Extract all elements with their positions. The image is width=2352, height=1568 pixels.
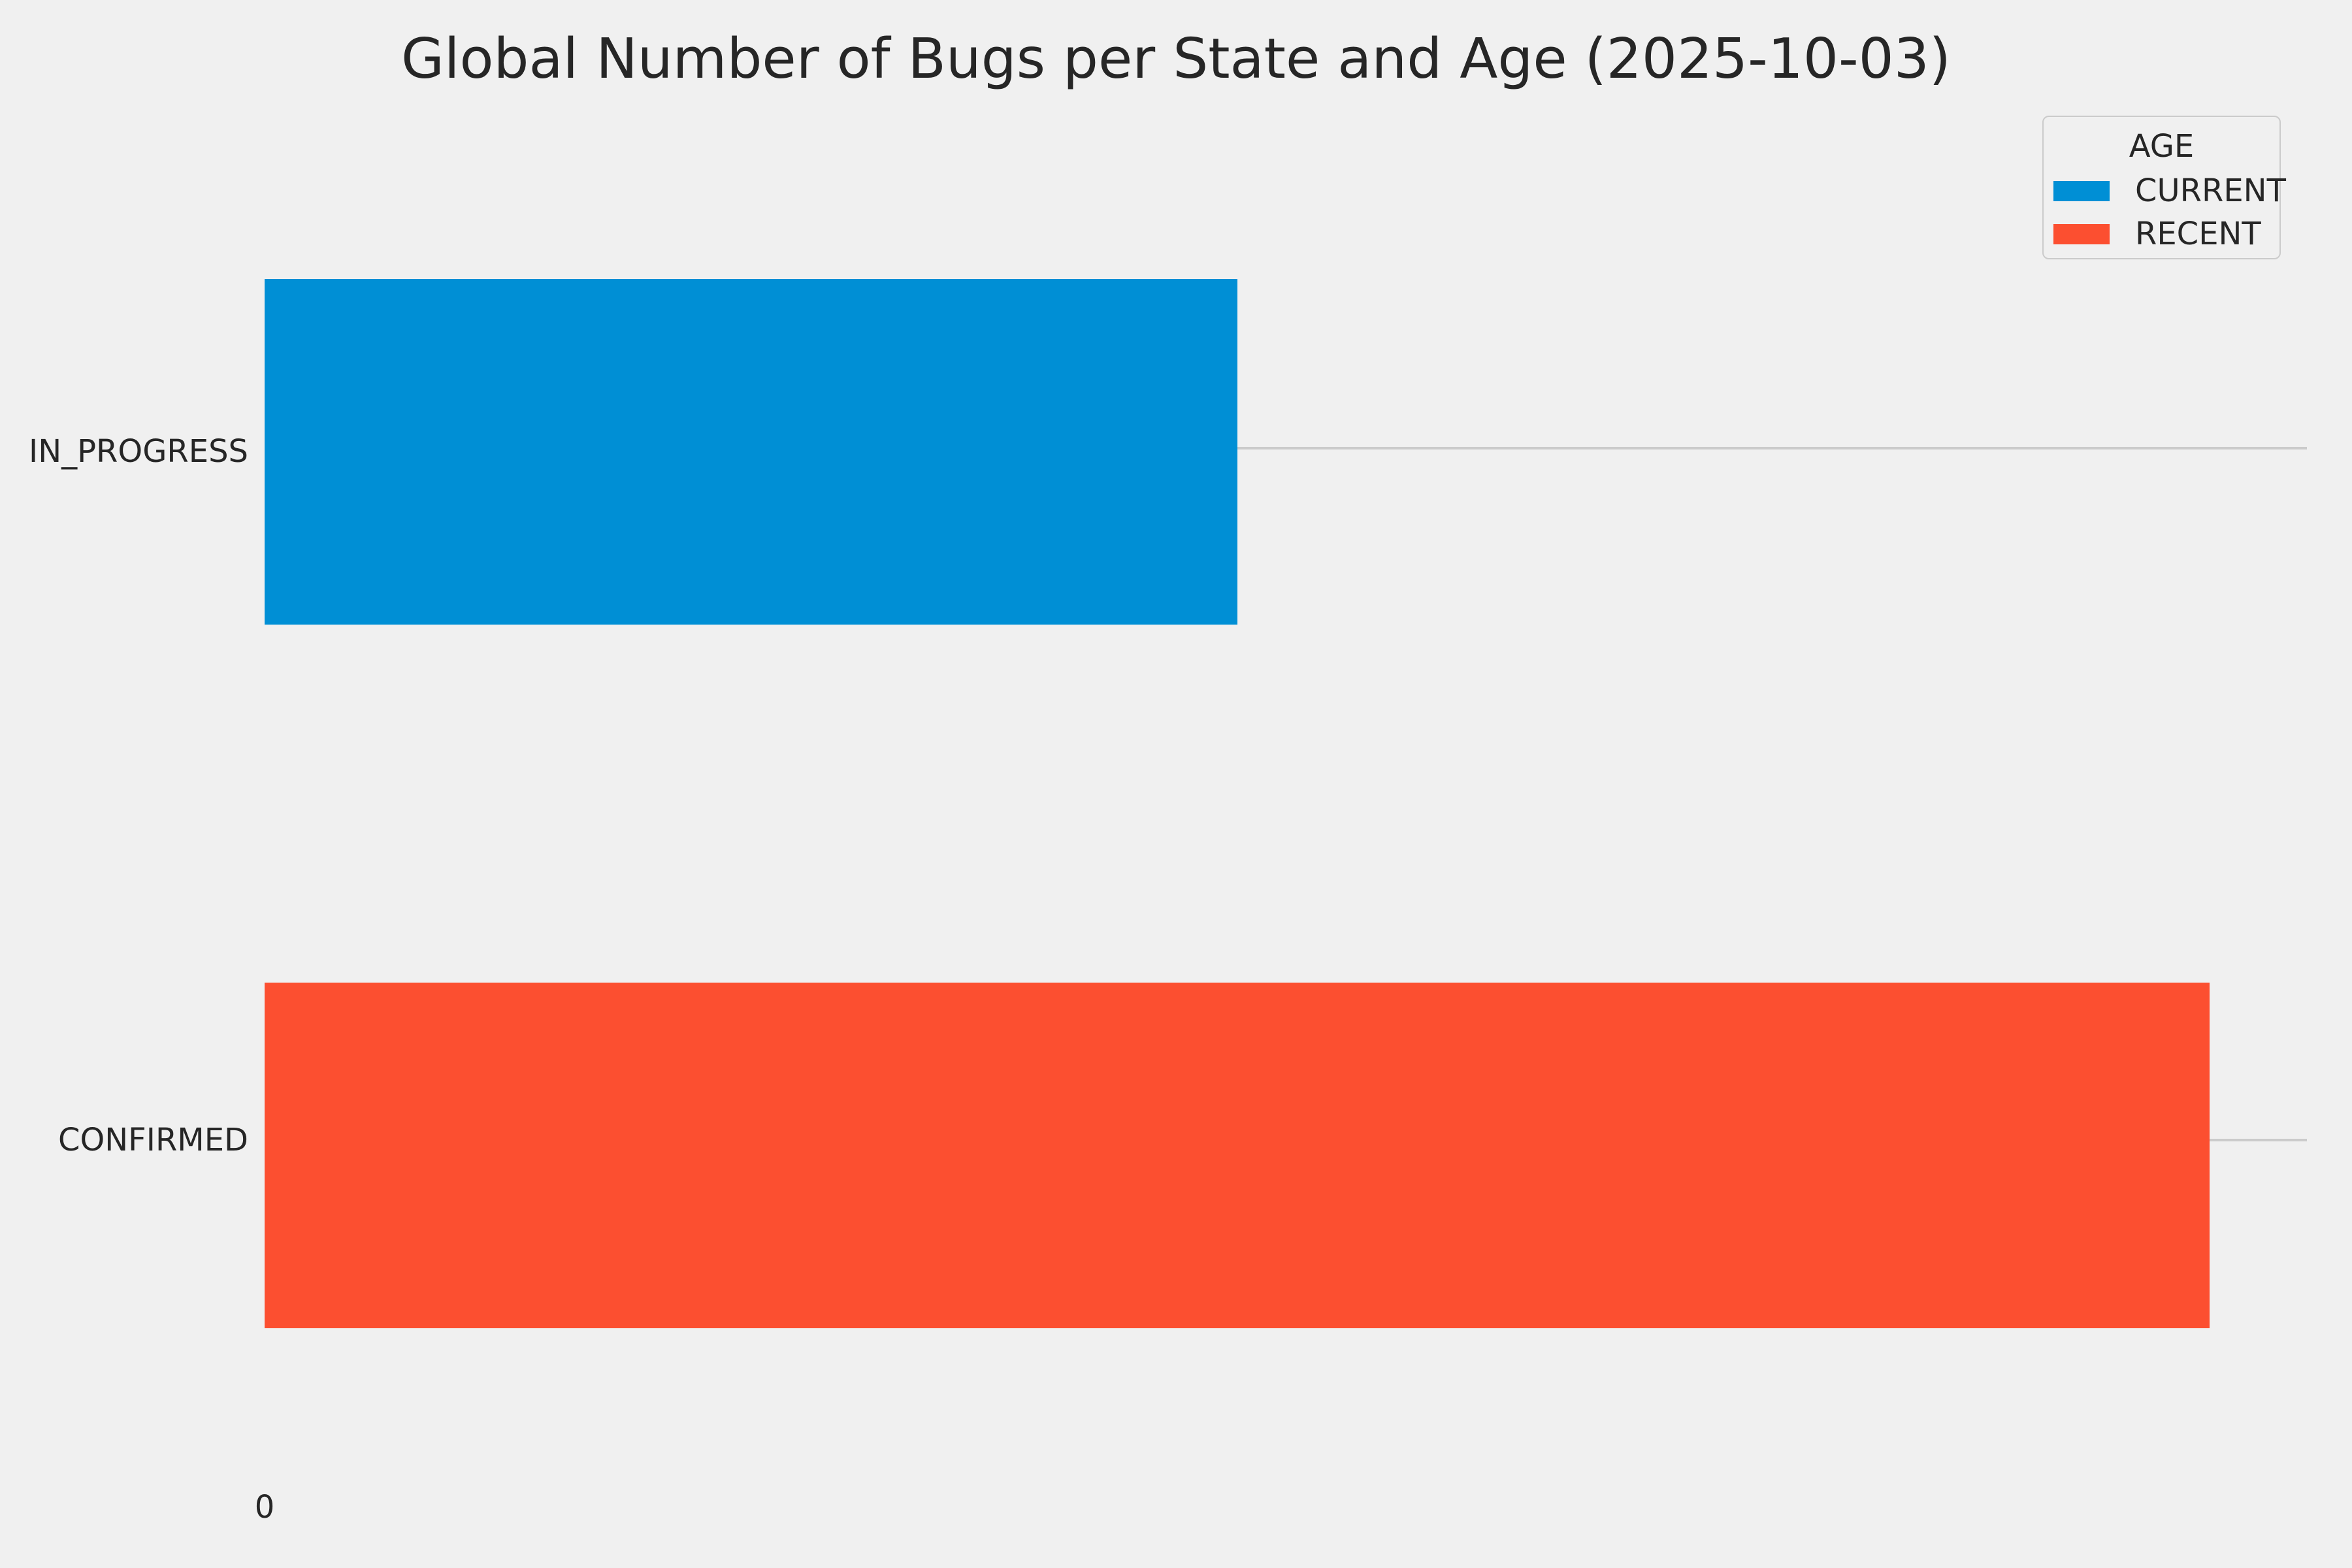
gridline-in-progress [265,447,2307,449]
bar-confirmed-recent [265,983,2210,1328]
legend: AGE CURRENT RECENT [2042,116,2286,259]
y-tick-label-in-progress: IN_PROGRESS [29,433,248,470]
legend-row-recent: RECENT [2044,212,2279,255]
y-tick-label-confirmed: CONFIRMED [57,1122,248,1158]
legend-swatch-recent [2053,223,2110,244]
chart-title: Global Number of Bugs per State and Age … [401,27,1951,91]
legend-swatch-current [2053,180,2110,201]
x-tick-label-zero: 0 [254,1489,275,1526]
legend-row-current: CURRENT [2044,169,2286,212]
legend-label-recent: RECENT [2135,216,2261,252]
legend-title: AGE [2129,128,2195,165]
bar-in-progress-current [265,279,1237,625]
plot-area [265,103,2307,1487]
legend-label-current: CURRENT [2135,172,2286,209]
